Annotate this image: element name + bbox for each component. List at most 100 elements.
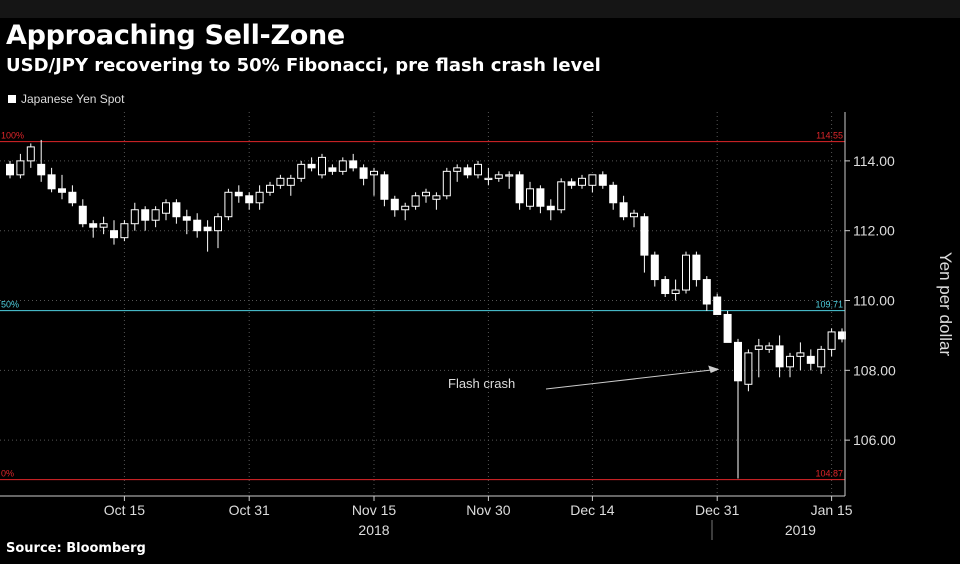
candle-body [432, 195, 441, 200]
top-bar [0, 0, 960, 18]
candle-body [515, 174, 524, 204]
candle-body [37, 163, 46, 176]
candle-body [338, 160, 347, 172]
candle-body [557, 181, 566, 211]
candle-body [193, 219, 202, 232]
candle-body [16, 160, 25, 176]
candle-body [276, 177, 285, 186]
legend-swatch [8, 95, 16, 103]
candle-body [806, 355, 815, 364]
candle-body [411, 195, 420, 207]
candle-body [390, 198, 399, 211]
candle-body [370, 170, 378, 176]
candle-body [640, 216, 649, 256]
y-tick-label: 108.00 [853, 362, 896, 378]
candle-body [266, 184, 274, 193]
level-name: 0% [1, 469, 14, 479]
candle-body [328, 167, 337, 172]
candle-body [723, 313, 732, 343]
chart-subtitle: USD/JPY recovering to 50% Fibonacci, pre… [6, 55, 601, 76]
candle-body [671, 289, 680, 295]
candle-body [630, 212, 638, 218]
candle-body [744, 352, 753, 385]
annotation-arrow-head [708, 365, 720, 373]
candle-body [349, 160, 358, 169]
axes: 106.00 108.00 110.00 112.00 114.00 Yen per do… [0, 112, 955, 540]
candle-body [619, 202, 628, 218]
level-value-label: 104.87 [815, 469, 843, 479]
candle-body [47, 174, 56, 190]
candle-body [203, 226, 212, 232]
annotation-text: Flash crash [448, 376, 515, 391]
candle-body [255, 191, 264, 204]
candle-body [817, 348, 826, 368]
candle-body [692, 254, 701, 281]
candle-body [182, 216, 191, 221]
candle-body [453, 167, 462, 172]
candle-body [702, 279, 711, 305]
y-tick-label: 110.00 [853, 293, 895, 309]
candle-body [58, 188, 66, 193]
level-name: 50% [1, 300, 19, 310]
x-tick-label: Dec 31 [695, 502, 740, 518]
candle-body [442, 170, 451, 197]
annotation: Flash crash [448, 365, 720, 391]
candle-body [484, 177, 493, 181]
x-year-label: 2018 [358, 522, 389, 538]
candle-body [765, 345, 774, 350]
candle-body [359, 167, 368, 179]
candle-body [536, 188, 545, 207]
y-tick-label: 112.00 [853, 223, 895, 239]
candle-body [734, 341, 742, 382]
x-tick-label: Nov 15 [352, 502, 397, 518]
level-value-label: 109.71 [815, 300, 843, 310]
candle-body [682, 254, 690, 291]
candles [6, 139, 846, 479]
candle-body [838, 331, 846, 340]
candle-body [786, 355, 794, 368]
x-year-label: 2019 [785, 522, 816, 538]
candle-body [99, 223, 108, 228]
candle-body [172, 202, 181, 218]
candle-body [827, 331, 836, 350]
x-tick-label: Nov 30 [466, 502, 511, 518]
candle-body [401, 205, 410, 211]
candle-body [297, 163, 306, 179]
candle-body [214, 216, 222, 232]
candle-body [754, 345, 763, 350]
candle-body [89, 223, 98, 228]
candle-body [224, 191, 233, 218]
candle-body [650, 254, 659, 281]
candle-body [713, 296, 722, 315]
candle-body [68, 191, 77, 204]
x-tick-label: Dec 14 [570, 502, 615, 518]
candle-body [380, 174, 389, 200]
candle-body [661, 279, 670, 295]
annotation-arrow-line [545, 368, 719, 390]
candle-body [110, 230, 118, 239]
candle-body [130, 209, 139, 225]
y-tick-label: 106.00 [853, 432, 896, 448]
candle-body [78, 205, 87, 225]
candle-body [151, 209, 160, 221]
candle-body [120, 223, 129, 239]
candle-body [474, 163, 482, 176]
candle-body [26, 146, 35, 162]
candle-body [588, 174, 597, 186]
legend: Japanese Yen Spot [8, 92, 124, 106]
candle-body [318, 156, 326, 176]
y-axis-title: Yen per dollar [936, 252, 955, 357]
x-tick-label: Oct 31 [229, 502, 270, 518]
level-name: 100% [1, 131, 24, 141]
candle-body [578, 177, 586, 186]
y-tick-label: 114.00 [853, 153, 895, 169]
candle-body [609, 184, 618, 204]
candle-body [505, 174, 514, 177]
candle-body [775, 345, 784, 368]
candle-body [162, 202, 170, 214]
candle-body [141, 209, 150, 221]
candle-body [463, 167, 472, 176]
x-tick-label: Jan 15 [811, 502, 853, 518]
candle-body [307, 163, 316, 169]
